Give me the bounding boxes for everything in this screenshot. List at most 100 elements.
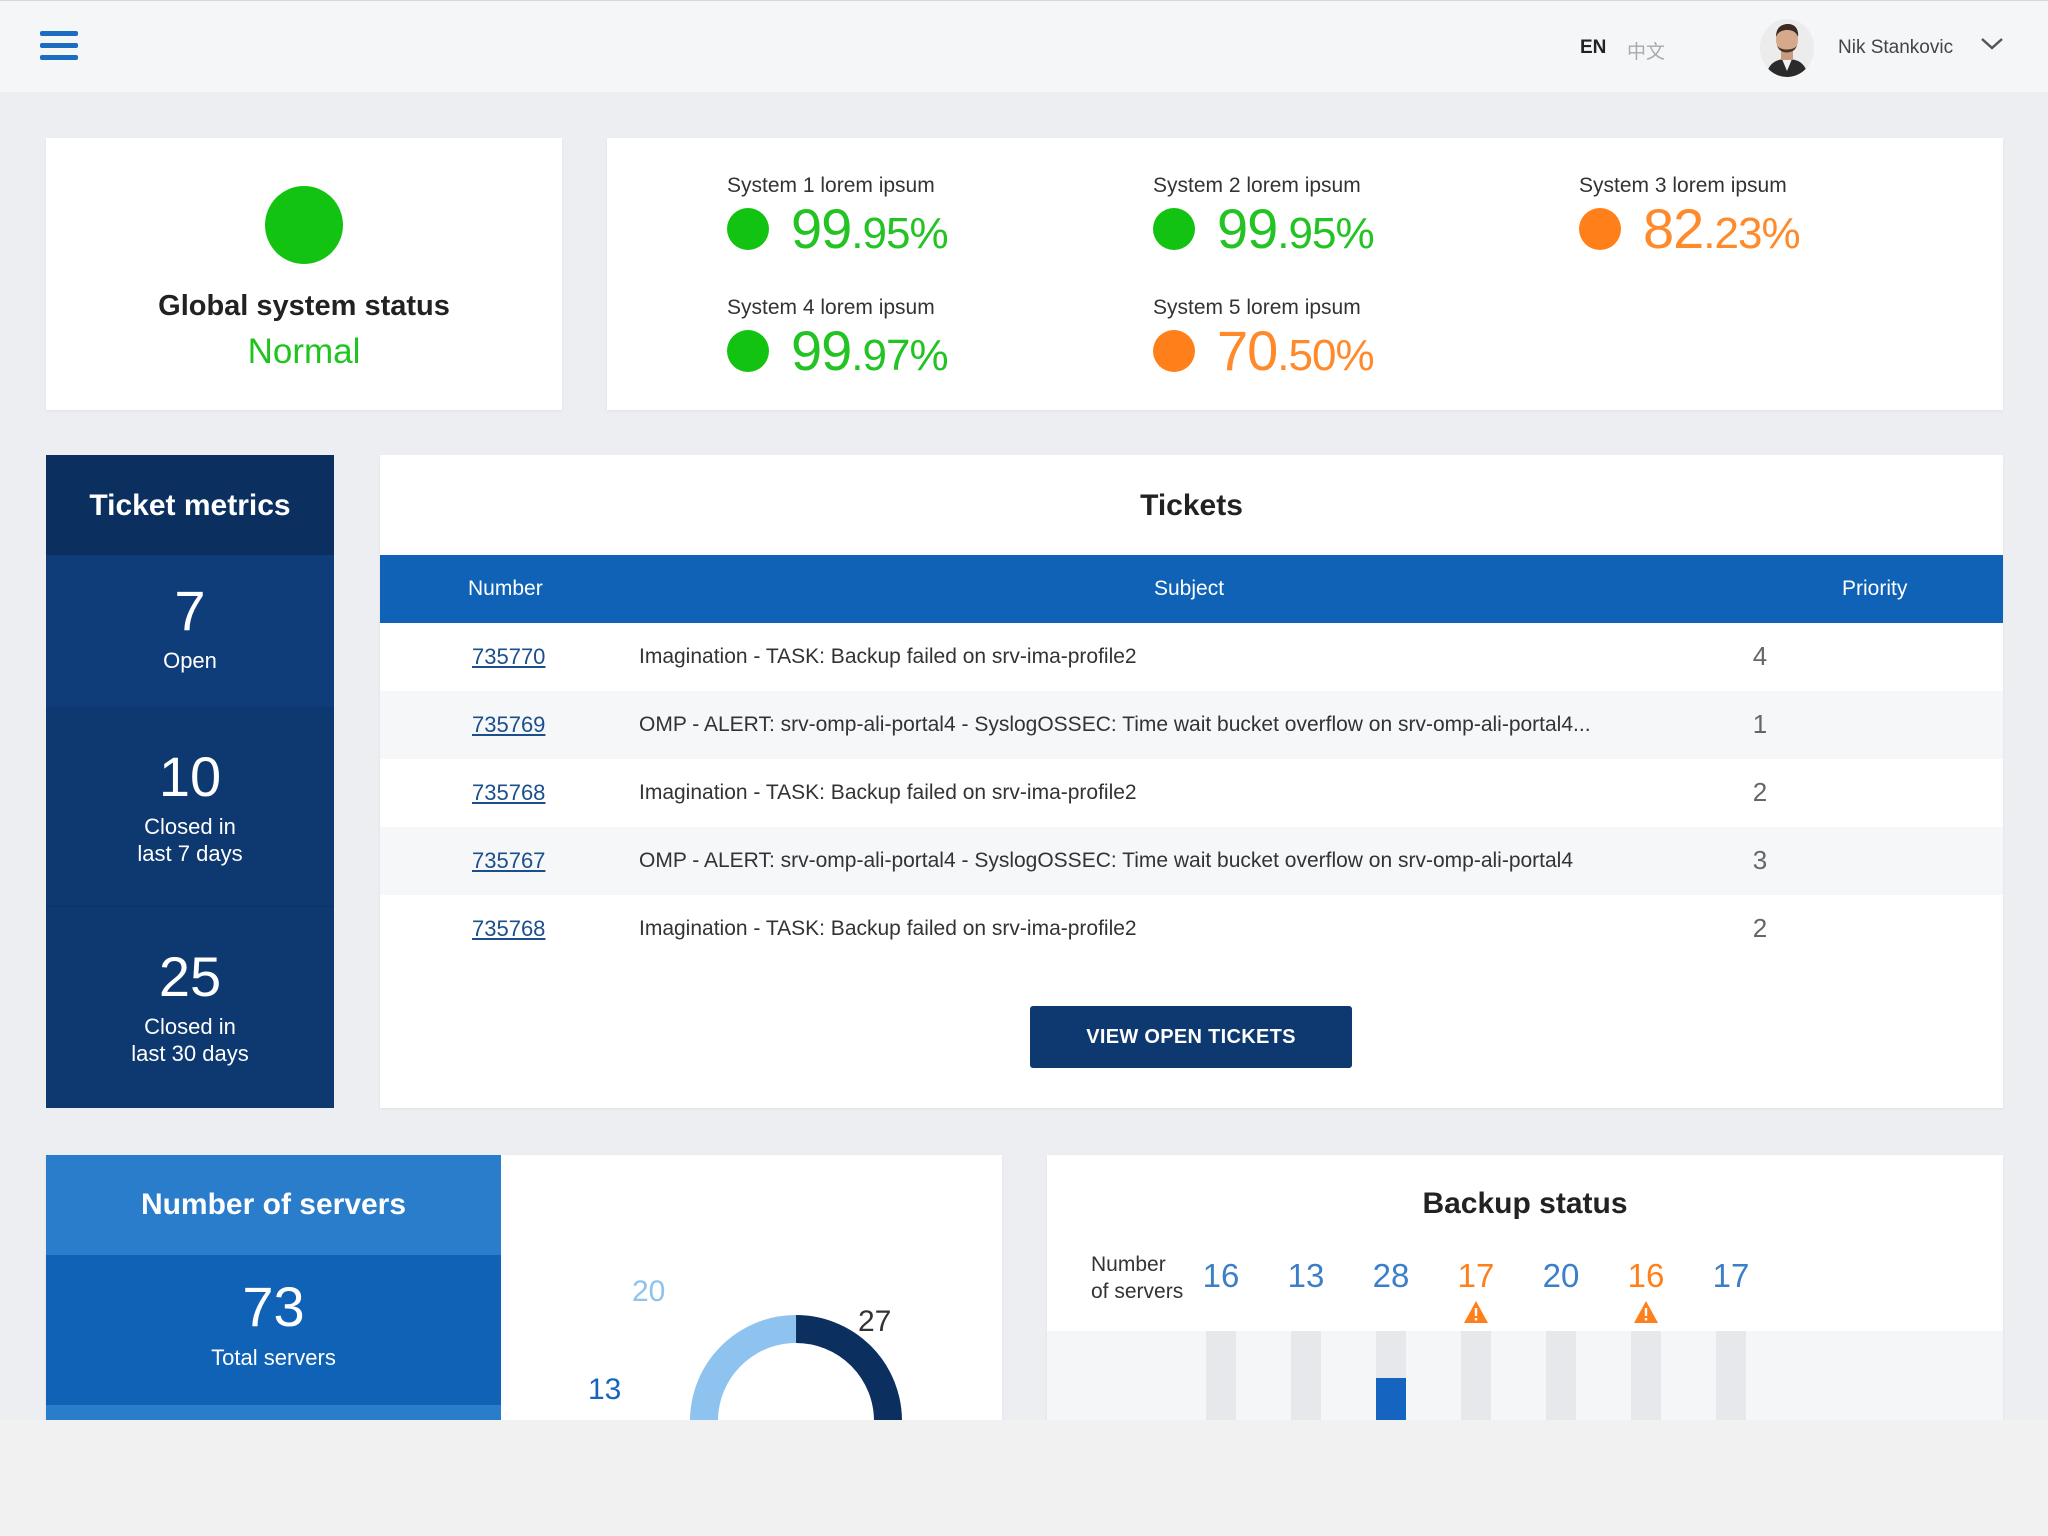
chevron-down-icon[interactable] [1978, 33, 2006, 53]
status-indicator-dot [265, 186, 343, 264]
servers-title: Number of servers [46, 1155, 501, 1255]
metric-open[interactable]: 7 Open [46, 555, 334, 707]
ticket-subject: Imagination - TASK: Backup failed on srv… [639, 645, 1137, 668]
backup-bar[interactable] [1716, 1331, 1746, 1420]
status-dot [1579, 208, 1621, 250]
servers-card: Number of servers 73 Total servers 20 27… [46, 1155, 1002, 1420]
table-row[interactable]: 735768 Imagination - TASK: Backup failed… [380, 895, 2003, 963]
menu-icon[interactable] [40, 31, 78, 63]
metric-closed-30-days[interactable]: 25 Closed in last 30 days [46, 907, 334, 1107]
view-open-tickets-button[interactable]: VIEW OPEN TICKETS [1030, 1006, 1352, 1068]
warning-icon [1634, 1301, 1658, 1323]
metric-label: Closed in last 7 days [137, 814, 243, 866]
donut-label-segment-3: 13 [588, 1373, 622, 1406]
backup-title: Backup status [1422, 1187, 1628, 1220]
system-uptime: 99.95% [791, 197, 949, 260]
backup-bar[interactable] [1546, 1331, 1576, 1420]
global-status-card: Global system status Normal [46, 138, 562, 410]
avatar[interactable] [1760, 19, 1814, 77]
global-status-title: Global system status [158, 290, 450, 322]
ticket-subject: Imagination - TASK: Backup failed on srv… [639, 781, 1137, 804]
backup-column[interactable]: 13 [1276, 1259, 1336, 1292]
tickets-card: Tickets Number Subject Priority 735770 I… [380, 455, 2003, 1108]
ticket-metrics-panel: Ticket metrics 7 Open 10 Closed in last 7… [46, 455, 334, 1108]
backup-bar[interactable] [1461, 1331, 1491, 1420]
status-dot [1153, 330, 1195, 372]
ticket-number-link[interactable]: 735767 [472, 848, 546, 873]
backup-bar[interactable] [1206, 1331, 1236, 1420]
donut-label-segment-2: 27 [858, 1305, 892, 1338]
backup-value: 16 [1627, 1257, 1665, 1294]
system-uptime: 99.95% [1217, 197, 1375, 260]
backup-value: 20 [1542, 1257, 1580, 1294]
backup-status-card: Backup status Number of servers 16 13 28 17 2… [1047, 1155, 2003, 1420]
status-dot [727, 208, 769, 250]
language-zh[interactable]: 中文 [1627, 42, 1666, 63]
system-uptime: 99.97% [791, 319, 949, 382]
backup-column[interactable]: 16 [1616, 1259, 1676, 1329]
donut-label-segment-1: 20 [632, 1275, 666, 1308]
ticket-priority: 2 [1752, 777, 1768, 807]
metric-label: Closed in last 30 days [131, 1014, 249, 1066]
backup-bar[interactable] [1631, 1331, 1661, 1420]
backup-bar-fill [1376, 1378, 1406, 1420]
backup-bar[interactable] [1291, 1331, 1321, 1420]
backup-column[interactable]: 16 [1191, 1259, 1251, 1292]
table-row[interactable]: 735769 OMP - ALERT: srv-omp-ali-portal4 … [380, 691, 2003, 759]
servers-total: 73 [242, 1275, 305, 1338]
servers-footer-band [46, 1405, 501, 1420]
system-label: System 5 lorem ipsum [1153, 296, 1361, 319]
metric-value: 7 [174, 579, 206, 642]
column-priority[interactable]: Priority [1842, 577, 1908, 600]
backup-value: 17 [1457, 1257, 1495, 1294]
system-uptime: 70.50% [1217, 319, 1375, 382]
ticket-subject: Imagination - TASK: Backup failed on srv… [639, 917, 1137, 940]
ticket-number-link[interactable]: 735770 [472, 644, 546, 669]
status-dot [1153, 208, 1195, 250]
metric-value: 25 [158, 945, 222, 1008]
backup-column[interactable]: 20 [1531, 1259, 1591, 1292]
system-label: System 1 lorem ipsum [727, 174, 935, 197]
table-row[interactable]: 735767 OMP - ALERT: srv-omp-ali-portal4 … [380, 827, 2003, 895]
system-uptime: 82.23% [1643, 197, 1801, 260]
servers-total-label: Total servers [211, 1345, 336, 1370]
systems-card: System 1 lorem ipsum 99.95% System 2 lor… [607, 138, 2003, 410]
backup-chart-band [1047, 1331, 2003, 1420]
ticket-number-link[interactable]: 735768 [472, 780, 546, 805]
column-number[interactable]: Number [468, 577, 543, 600]
system-label: System 3 lorem ipsum [1579, 174, 1787, 197]
ticket-priority: 3 [1752, 845, 1768, 875]
ticket-metrics-title: Ticket metrics [46, 455, 334, 555]
backup-column[interactable]: 17 [1701, 1259, 1761, 1292]
backup-value: 16 [1202, 1257, 1240, 1294]
backup-column[interactable]: 17 [1446, 1259, 1506, 1329]
ticket-subject: OMP - ALERT: srv-omp-ali-portal4 - Syslo… [639, 713, 1591, 736]
metric-label: Open [163, 648, 217, 673]
global-status-value: Normal [247, 332, 361, 371]
tickets-title: Tickets [1140, 489, 1243, 522]
user-portrait-icon [1760, 19, 1814, 77]
ticket-priority: 1 [1752, 709, 1768, 739]
donut-segment[interactable] [670, 1295, 921, 1420]
backup-column[interactable]: 28 [1361, 1259, 1421, 1292]
metric-value: 10 [158, 745, 222, 808]
dashboard-viewport: EN 中文 Nik Stankovic Global system status… [0, 0, 2048, 1420]
table-row[interactable]: 735768 Imagination - TASK: Backup failed… [380, 759, 2003, 827]
ticket-subject: OMP - ALERT: srv-omp-ali-portal4 - Syslo… [639, 849, 1574, 872]
user-name[interactable]: Nik Stankovic [1838, 37, 1954, 58]
ticket-number-link[interactable]: 735769 [472, 712, 546, 737]
column-subject[interactable]: Subject [1154, 577, 1225, 600]
servers-summary: Number of servers 73 Total servers [46, 1155, 501, 1420]
backup-value: 13 [1287, 1257, 1325, 1294]
language-en[interactable]: EN [1580, 37, 1607, 58]
system-label: System 4 lorem ipsum [727, 296, 935, 319]
footer-strip [0, 1420, 2048, 1536]
backup-bar[interactable] [1376, 1331, 1406, 1420]
warning-icon [1464, 1301, 1488, 1323]
ticket-priority: 2 [1752, 913, 1768, 943]
backup-value: 17 [1712, 1257, 1750, 1294]
table-row[interactable]: 735770 Imagination - TASK: Backup failed… [380, 623, 2003, 691]
ticket-number-link[interactable]: 735768 [472, 916, 546, 941]
metric-closed-7-days[interactable]: 10 Closed in last 7 days [46, 707, 334, 907]
ticket-priority: 4 [1752, 641, 1768, 671]
